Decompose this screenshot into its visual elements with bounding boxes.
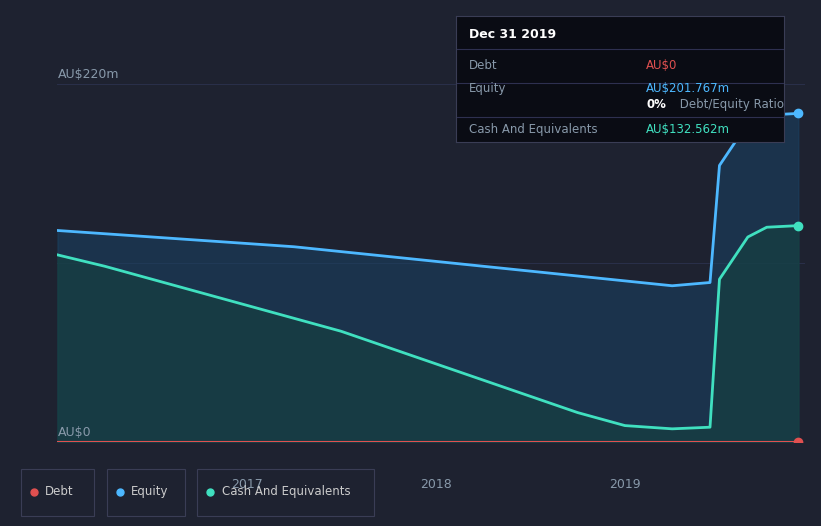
Text: AU$0: AU$0 [646,58,677,72]
Text: 0%: 0% [646,98,666,110]
Text: Cash And Equivalents: Cash And Equivalents [469,123,598,136]
Text: Equity: Equity [131,485,169,498]
Text: Debt/Equity Ratio: Debt/Equity Ratio [676,98,784,110]
Text: Equity: Equity [469,83,507,96]
Text: AU$132.562m: AU$132.562m [646,123,730,136]
Text: Debt: Debt [45,485,74,498]
Text: Cash And Equivalents: Cash And Equivalents [222,485,351,498]
Text: Debt: Debt [469,58,498,72]
Text: 2017: 2017 [231,478,263,491]
Text: AU$220m: AU$220m [57,68,119,81]
Text: Dec 31 2019: Dec 31 2019 [469,28,556,42]
Text: 2018: 2018 [420,478,452,491]
Text: AU$201.767m: AU$201.767m [646,83,730,96]
Text: AU$0: AU$0 [57,426,91,439]
Text: 2019: 2019 [609,478,640,491]
